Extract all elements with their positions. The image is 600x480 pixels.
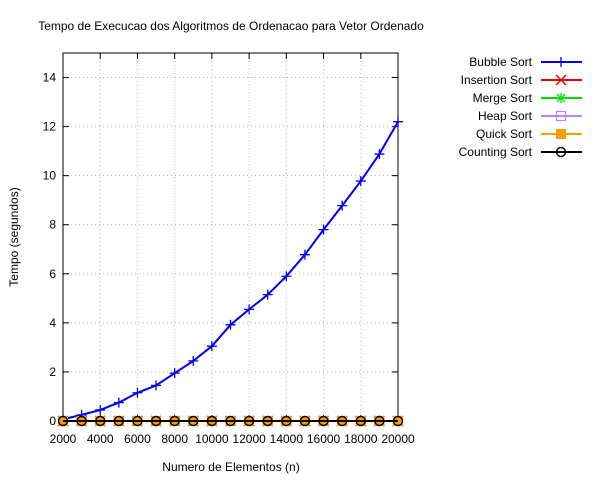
data-point-bubble-sort bbox=[281, 271, 292, 282]
data-point-bubble-sort bbox=[225, 319, 236, 330]
y-tick-label: 0 bbox=[49, 414, 56, 428]
y-axis-label: Tempo (segundos) bbox=[7, 187, 21, 286]
series-line-bubble-sort bbox=[62, 121, 399, 421]
legend-label: Bubble Sort bbox=[469, 55, 532, 69]
data-point-bubble-sort bbox=[95, 404, 106, 415]
data-point-counting-sort bbox=[243, 415, 255, 427]
data-point-bubble-sort bbox=[374, 149, 385, 160]
legend-label: Heap Sort bbox=[478, 109, 533, 123]
y-tick-label: 6 bbox=[49, 267, 56, 281]
data-point-bubble-sort bbox=[113, 397, 124, 408]
x-tick-label: 4000 bbox=[87, 432, 114, 446]
data-point-bubble-sort bbox=[262, 289, 273, 300]
data-point-counting-sort bbox=[76, 415, 87, 427]
legend-marker bbox=[556, 57, 566, 67]
y-tick-label: 8 bbox=[49, 218, 56, 232]
data-point-bubble-sort bbox=[355, 176, 366, 187]
y-axis: 0 2 4 6 8 10 12 14 bbox=[43, 71, 398, 428]
data-point-counting-sort bbox=[188, 415, 199, 427]
x-tick-label: 2000 bbox=[50, 432, 77, 446]
legend-item-quick-sort: Quick Sort bbox=[476, 127, 582, 141]
legend: Bubble Sort Insertion Sort Merge Sort Heap … bbox=[459, 55, 582, 159]
legend-item-heap-sort: Heap Sort bbox=[478, 109, 582, 123]
x-tick-label: 16000 bbox=[307, 432, 341, 446]
legend-item-bubble-sort: Bubble Sort bbox=[469, 55, 582, 69]
legend-marker bbox=[555, 146, 567, 158]
data-point-counting-sort bbox=[299, 415, 311, 427]
data-point-counting-sort bbox=[206, 415, 218, 427]
data-point-counting-sort bbox=[150, 415, 162, 427]
legend-label: Insertion Sort bbox=[461, 73, 533, 87]
data-point-bubble-sort bbox=[393, 116, 403, 127]
y-tick-label: 4 bbox=[49, 316, 56, 330]
y-tick-label: 10 bbox=[43, 169, 57, 183]
x-tick-label: 10000 bbox=[195, 432, 229, 446]
plot-area-border bbox=[62, 52, 399, 422]
x-tick-label: 18000 bbox=[344, 432, 378, 446]
x-tick-label: 20000 bbox=[381, 432, 415, 446]
data-point-bubble-sort bbox=[151, 380, 162, 391]
data-point-bubble-sort bbox=[206, 341, 217, 352]
legend-label: Merge Sort bbox=[473, 91, 533, 105]
legend-item-insertion-sort: Insertion Sort bbox=[461, 73, 582, 87]
x-tick-label: 14000 bbox=[270, 432, 304, 446]
legend-marker bbox=[555, 110, 567, 122]
x-axis: 2000 4000 6000 8000 10000 12000 14000 16000 1800… bbox=[50, 53, 415, 446]
x-tick-label: 12000 bbox=[232, 432, 266, 446]
data-point-counting-sort bbox=[336, 415, 348, 427]
legend-marker bbox=[555, 74, 567, 86]
x-tick-label: 8000 bbox=[161, 432, 188, 446]
chart-title: Tempo de Execucao dos Algoritmos de Orde… bbox=[38, 19, 424, 33]
series-bubble-sort bbox=[58, 116, 403, 425]
data-point-bubble-sort bbox=[299, 249, 310, 260]
data-point-counting-sort bbox=[225, 415, 236, 427]
data-point-bubble-sort bbox=[318, 224, 329, 235]
data-point-counting-sort bbox=[169, 415, 180, 427]
data-point-counting-sort bbox=[355, 415, 366, 427]
data-point-counting-sort bbox=[132, 415, 143, 427]
legend-label: Counting Sort bbox=[459, 145, 533, 159]
data-point-counting-sort bbox=[95, 415, 106, 427]
x-tick-label: 6000 bbox=[124, 432, 151, 446]
data-point-counting-sort bbox=[374, 415, 385, 427]
data-point-counting-sort bbox=[318, 415, 329, 427]
legend-marker bbox=[556, 129, 566, 139]
data-point-bubble-sort bbox=[244, 304, 255, 315]
series-counting-sort bbox=[57, 415, 404, 427]
legend-item-counting-sort: Counting Sort bbox=[459, 145, 582, 159]
legend-label: Quick Sort bbox=[476, 127, 533, 141]
data-point-bubble-sort bbox=[169, 368, 180, 379]
data-point-counting-sort bbox=[281, 415, 292, 427]
data-point-counting-sort bbox=[392, 415, 404, 427]
data-point-bubble-sort bbox=[188, 355, 199, 366]
y-tick-label: 12 bbox=[43, 120, 57, 134]
data-point-counting-sort bbox=[113, 415, 125, 427]
legend-item-merge-sort: Merge Sort bbox=[473, 91, 582, 105]
grid bbox=[63, 53, 398, 421]
y-tick-label: 14 bbox=[43, 71, 57, 85]
series-layer bbox=[57, 116, 404, 427]
x-axis-label: Numero de Elementos (n) bbox=[162, 460, 299, 474]
data-point-bubble-sort bbox=[337, 200, 348, 211]
legend-marker bbox=[556, 93, 566, 103]
data-point-counting-sort bbox=[262, 415, 273, 427]
y-tick-label: 2 bbox=[49, 365, 56, 379]
data-point-bubble-sort bbox=[132, 387, 143, 398]
data-point-counting-sort bbox=[57, 415, 69, 427]
